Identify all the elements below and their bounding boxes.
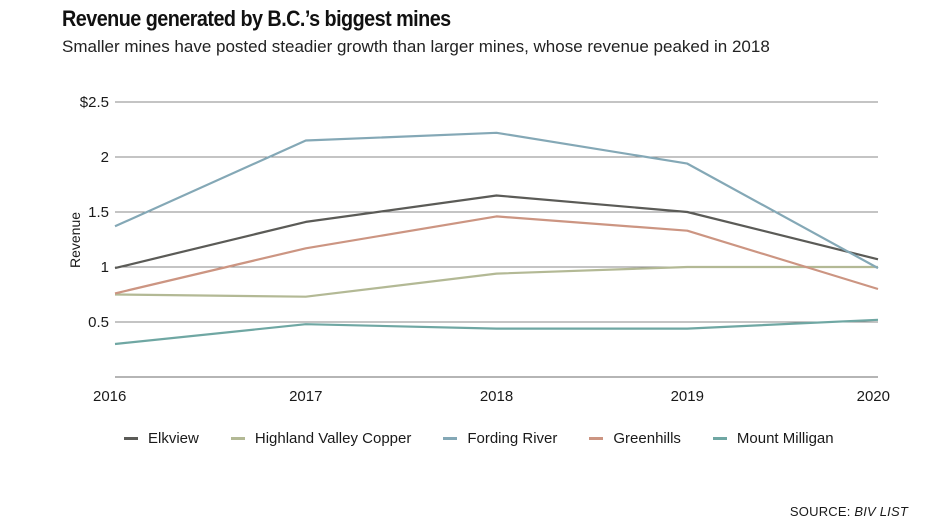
x-tick-label: 2017 xyxy=(289,388,322,405)
y-axis-label: Revenue xyxy=(67,212,83,268)
legend-label: Elkview xyxy=(148,430,199,447)
y-tick-label: 2 xyxy=(101,149,109,166)
y-tick-label: 1 xyxy=(101,259,109,276)
legend-item: Greenhills xyxy=(589,430,681,447)
series-line-fording-river xyxy=(114,131,879,270)
y-tick-label: 0.5 xyxy=(88,314,109,331)
source-name: BIV LIST xyxy=(854,504,908,519)
x-tick-label: 2016 xyxy=(93,388,126,405)
source-prefix: SOURCE: xyxy=(789,504,855,519)
chart-subtitle: Smaller mines have posted steadier growt… xyxy=(62,37,770,56)
legend-item: Highland Valley Copper xyxy=(230,430,412,447)
legend-item: Elkview xyxy=(124,430,199,447)
legend-swatch xyxy=(230,437,245,440)
source-note: SOURCE: BIV LIST xyxy=(790,504,908,519)
legend: Elkview Highland Valley Copper Fording Riv… xyxy=(124,430,866,447)
legend-label: Mount Milligan xyxy=(736,430,834,447)
legend-swatch xyxy=(443,437,458,440)
legend-swatch xyxy=(589,437,604,440)
legend-label: Greenhills xyxy=(613,430,681,447)
x-tick-label: 2018 xyxy=(480,388,513,405)
series-line-greenhills xyxy=(114,215,879,295)
legend-label: Highland Valley Copper xyxy=(254,430,412,447)
chart-title: Revenue generated by B.C.’s biggest mine… xyxy=(62,6,451,31)
legend-label: Fording River xyxy=(467,430,558,447)
y-tick-label: $2.5 xyxy=(80,94,109,111)
legend-swatch xyxy=(124,437,138,440)
legend-item: Mount Milligan xyxy=(712,430,834,447)
legend-swatch xyxy=(712,437,727,440)
series-line-elkview xyxy=(114,194,879,270)
legend-item: Fording River xyxy=(443,430,557,447)
x-tick-label: 2020 xyxy=(857,388,890,405)
y-tick-label: 1.5 xyxy=(88,204,109,221)
x-tick-label: 2019 xyxy=(671,388,704,405)
series-line-mount-milligan xyxy=(114,318,879,346)
series-line-highland-valley-copper xyxy=(114,265,878,298)
